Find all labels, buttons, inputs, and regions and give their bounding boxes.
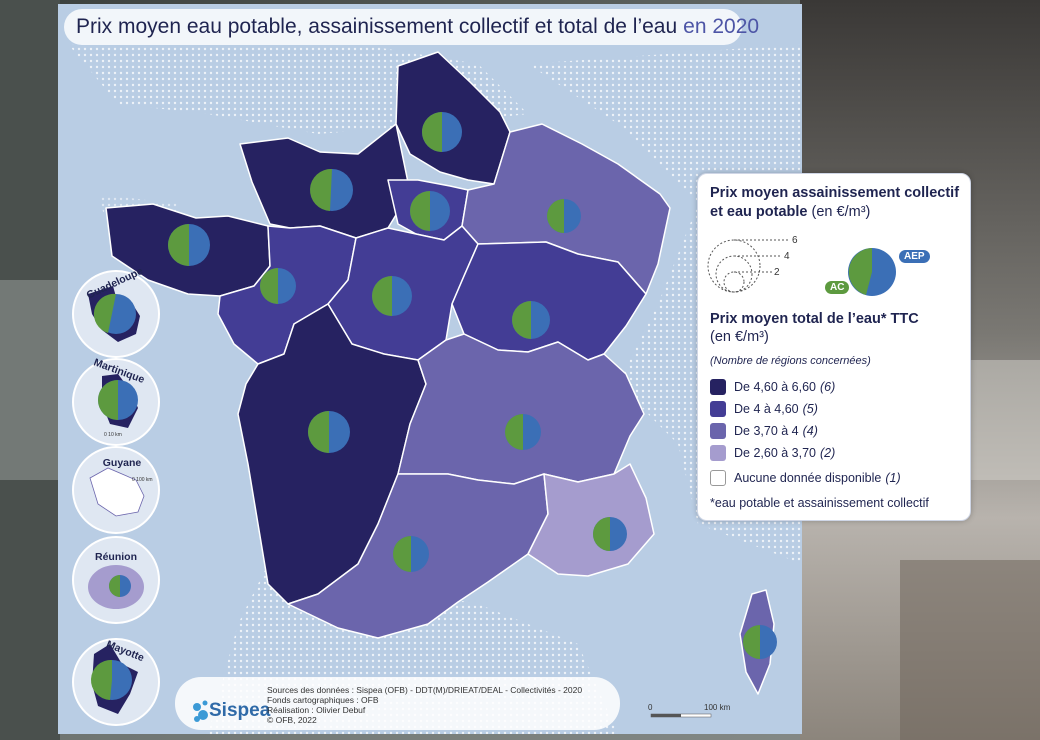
legend-swatch-4 — [710, 445, 726, 461]
legend-swatch-none — [710, 470, 726, 486]
legend-swatch-1 — [710, 379, 726, 395]
water-drops-icon — [193, 700, 208, 722]
region-pies — [168, 112, 777, 659]
legend-class-4-count: (2) — [820, 446, 836, 460]
legend-class-none-count: (1) — [885, 471, 901, 485]
scale-bar: 0 100 km — [648, 703, 731, 718]
inset-martinique: Martinique 0 10 km — [72, 356, 160, 446]
legend-panel: Prix moyen assainissement collectif et e… — [697, 173, 971, 521]
legend-title-price-pie: Prix moyen assainissement collectif et e… — [710, 184, 965, 222]
legend-class-none-label: Aucune donnée disponible — [734, 471, 882, 485]
legend-title-total-text: Prix moyen total de l’eau* TTC — [710, 311, 919, 327]
inset-scale-martinique: 0 10 km — [104, 432, 122, 438]
pie-nouvelle-aquitaine — [308, 411, 350, 453]
inset-label-reunion: Réunion — [95, 551, 137, 563]
pie-bourgogne — [512, 301, 550, 339]
pie-corse — [743, 625, 777, 659]
pie-occitanie — [393, 536, 429, 572]
pie-normandie — [309, 168, 353, 211]
map-title-year: en 2020 — [683, 15, 760, 38]
legend-pie-example — [848, 248, 896, 296]
pie-ile-de-france — [410, 191, 450, 231]
logo-text: Sispea — [209, 700, 271, 721]
legend-class-4: De 2,60 à 3,70 (2) — [710, 444, 835, 462]
legend-tag-aep: AEP — [899, 250, 930, 263]
pie-pays-de-la-loire — [260, 268, 296, 304]
legend-class-2-label: De 4 à 4,60 — [734, 402, 799, 416]
legend-subtitle: (Nombre de régions concernées) — [710, 355, 871, 367]
regions — [105, 51, 775, 695]
inset-label-guyane: Guyane — [103, 457, 142, 469]
france-map: Guadeloupe Martinique 0 10 km Guyane 0 1… — [58, 4, 802, 734]
legend-swatch-3 — [710, 423, 726, 439]
legend-class-none: Aucune donnée disponible (1) — [710, 469, 901, 487]
legend-class-1-count: (6) — [820, 380, 836, 394]
scale-max: 100 km — [704, 703, 731, 712]
legend-footnote: *eau potable et assainissement collectif — [710, 496, 929, 510]
legend-class-3-count: (4) — [802, 424, 818, 438]
legend-size-6: 6 — [792, 235, 798, 246]
pie-paca — [593, 517, 627, 551]
region-auvergne-rhone-alpes — [397, 333, 645, 485]
region-paca — [527, 463, 655, 577]
inset-mayotte: Mayotte — [72, 638, 160, 726]
pie-auvergne — [505, 414, 541, 450]
legend-size-4: 4 — [784, 251, 790, 262]
legend-title-price-pie-text: Prix moyen assainissement collectif et e… — [710, 185, 960, 220]
legend-class-2: De 4 à 4,60 (5) — [710, 400, 818, 418]
legend-class-1: De 4,60 à 6,60 (6) — [710, 378, 835, 396]
inset-reunion: Réunion — [72, 536, 160, 624]
legend-size-2: 2 — [774, 267, 780, 278]
map-title: Prix moyen eau potable, assainissement c… — [64, 9, 759, 45]
scale-zero: 0 — [648, 703, 653, 712]
credits-line-1: Sources des données : Sispea (OFB) - DDT… — [267, 685, 583, 695]
pie-bretagne — [168, 224, 210, 266]
legend-swatch-2 — [710, 401, 726, 417]
legend-title-total: Prix moyen total de l’eau* TTC (en €/m³) — [710, 310, 965, 346]
legend-class-3: De 3,70 à 4 (4) — [710, 422, 818, 440]
legend-size-symbols: 6 4 2 — [707, 235, 896, 296]
pie-hauts-de-france — [422, 112, 462, 152]
credits-box: Sispea Sources des données : Sispea (OFB… — [175, 677, 620, 730]
inset-guyane: Guyane 0 100 km — [72, 446, 160, 534]
legend-class-4-label: De 2,60 à 3,70 — [734, 446, 817, 460]
pie-centre — [372, 276, 412, 316]
credits-line-4: © OFB, 2022 — [267, 715, 317, 725]
legend-unit-1: (en €/m³) — [811, 204, 871, 220]
map-card: Guadeloupe Martinique 0 10 km Guyane 0 1… — [58, 4, 802, 734]
credits-line-2: Fonds cartographiques : OFB — [267, 695, 379, 705]
legend-unit-2: (en €/m³) — [710, 329, 769, 345]
legend-tag-ac: AC — [825, 281, 850, 294]
legend-class-2-count: (5) — [802, 402, 818, 416]
map-title-main: Prix moyen eau potable, assainissement c… — [76, 15, 678, 38]
pie-grand-est — [547, 199, 581, 233]
inset-scale-guyane: 0 100 km — [132, 477, 153, 483]
credits-text: Sources des données : Sispea (OFB) - DDT… — [267, 685, 582, 725]
legend-class-1-label: De 4,60 à 6,60 — [734, 380, 817, 394]
legend-class-3-label: De 3,70 à 4 — [734, 424, 799, 438]
credits-line-3: Réalisation : Olivier Debuf — [267, 705, 366, 715]
sispea-logo: Sispea — [189, 683, 270, 725]
